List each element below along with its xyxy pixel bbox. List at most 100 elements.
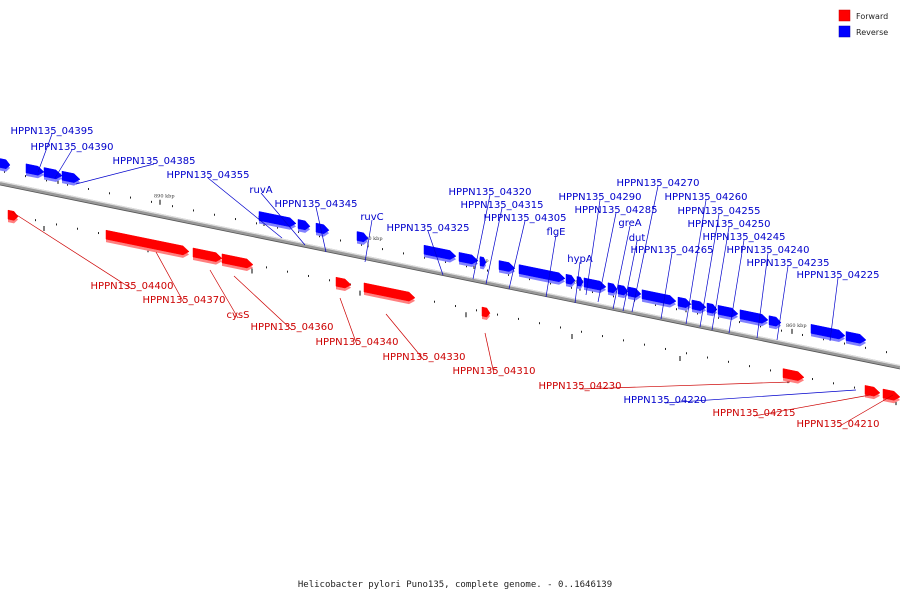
- gene-label[interactable]: HPPN135_04395: [11, 126, 94, 137]
- minor-tick: [770, 369, 771, 372]
- minor-tick: [298, 230, 299, 233]
- label-leader-line: [585, 199, 601, 296]
- label-leader-line: [622, 240, 638, 312]
- gene-label[interactable]: HPPN135_04255: [678, 206, 761, 217]
- reverse-gene-arrow[interactable]: [423, 244, 457, 260]
- gene-label[interactable]: HPPN135_04355: [167, 170, 250, 181]
- label-leader-line: [579, 381, 791, 390]
- forward-gene-arrow[interactable]: [363, 282, 416, 302]
- minor-tick: [886, 351, 887, 354]
- gene-label[interactable]: cysS: [227, 310, 250, 321]
- gene-label[interactable]: HPPN135_04210: [797, 419, 880, 430]
- reverse-gene-arrow[interactable]: [627, 286, 642, 298]
- gene-label[interactable]: HPPN135_04240: [727, 245, 810, 256]
- forward-gene-arrow[interactable]: [481, 306, 491, 318]
- gene-label[interactable]: flgE: [547, 227, 566, 238]
- reverse-gene-arrow[interactable]: [458, 252, 479, 265]
- label-leader-line: [574, 261, 581, 304]
- label-leader-line: [427, 230, 444, 276]
- forward-gene-arrow[interactable]: [192, 247, 223, 262]
- forward-gene-arrow[interactable]: [882, 388, 900, 401]
- forward-gene-arrow[interactable]: [335, 276, 352, 289]
- gene-label[interactable]: greA: [618, 218, 641, 229]
- reverse-gene-arrow[interactable]: [739, 309, 769, 324]
- gene-label[interactable]: ruvA: [249, 185, 272, 196]
- label-leader-line: [207, 177, 283, 239]
- gene-label[interactable]: HPPN135_04225: [797, 270, 880, 281]
- gene-label[interactable]: HPPN135_04390: [31, 142, 114, 153]
- reverse-gene-arrow[interactable]: [43, 167, 63, 180]
- gene-label[interactable]: ruvC: [360, 212, 383, 223]
- gene-label[interactable]: HPPN135_04260: [665, 192, 748, 203]
- forward-gene-arrow[interactable]: [221, 253, 254, 269]
- gene-label[interactable]: HPPN135_04270: [617, 178, 700, 189]
- reverse-gene-arrow[interactable]: [583, 277, 607, 291]
- gene-label[interactable]: HPPN135_04340: [316, 337, 399, 348]
- minor-tick: [56, 223, 57, 226]
- gene-label[interactable]: HPPN135_04370: [143, 295, 226, 306]
- gene-label[interactable]: HPPN135_04330: [383, 352, 466, 363]
- label-leader-line: [711, 226, 730, 331]
- forward-gene-arrow[interactable]: [105, 229, 190, 256]
- minor-tick: [697, 312, 698, 315]
- gene-label[interactable]: HPPN135_04345: [275, 199, 358, 210]
- gene-label[interactable]: HPPN135_04285: [575, 205, 658, 216]
- forward-gene-arrow[interactable]: [782, 368, 805, 381]
- minor-tick: [518, 317, 519, 320]
- minor-tick: [812, 378, 813, 381]
- gene-label[interactable]: HPPN135_04385: [113, 156, 196, 167]
- label-leader-line: [54, 149, 73, 179]
- minor-tick: [151, 200, 152, 203]
- gene-label[interactable]: HPPN135_04400: [91, 281, 174, 292]
- minor-tick: [487, 269, 488, 272]
- forward-gene-arrow[interactable]: [864, 385, 881, 397]
- reverse-gene-arrow[interactable]: [25, 163, 45, 176]
- gene-label[interactable]: HPPN135_04360: [251, 322, 334, 333]
- minor-tick: [25, 175, 26, 178]
- gene-label[interactable]: HPPN135_04325: [387, 223, 470, 234]
- label-leader-line: [837, 394, 894, 428]
- reverse-gene-arrow[interactable]: [479, 256, 487, 267]
- minor-tick: [172, 205, 173, 208]
- gene-label[interactable]: HPPN135_04245: [703, 232, 786, 243]
- gene-label[interactable]: HPPN135_04290: [559, 192, 642, 203]
- gene-label[interactable]: HPPN135_04235: [747, 258, 830, 269]
- reverse-gene-arrow[interactable]: [717, 304, 739, 318]
- gene-label[interactable]: HPPN135_04265: [631, 245, 714, 256]
- label-leader-line: [829, 277, 839, 342]
- reverse-gene-arrow[interactable]: [677, 296, 692, 308]
- label-leader-line: [315, 206, 327, 253]
- reverse-gene-arrow[interactable]: [315, 222, 330, 234]
- reverse-gene-arrow[interactable]: [607, 282, 618, 294]
- gene-label[interactable]: HPPN135_04215: [713, 408, 796, 419]
- gene-label[interactable]: HPPN135_04315: [461, 200, 544, 211]
- reverse-gene-arrow[interactable]: [810, 323, 846, 340]
- gene-label[interactable]: HPPN135_04305: [484, 213, 567, 224]
- reverse-gene-arrow[interactable]: [768, 315, 782, 327]
- reverse-gene-arrow[interactable]: [356, 231, 369, 243]
- reverse-gene-arrow[interactable]: [845, 331, 867, 344]
- gene-label[interactable]: hypA: [567, 254, 593, 265]
- reverse-gene-arrow[interactable]: [518, 264, 566, 283]
- gene-label[interactable]: HPPN135_04220: [624, 395, 707, 406]
- label-leader-line: [484, 332, 495, 375]
- label-leader-line: [753, 394, 871, 417]
- reverse-gene-arrow[interactable]: [0, 158, 11, 169]
- minor-tick: [728, 360, 729, 363]
- reverse-gene-arrow[interactable]: [61, 170, 81, 183]
- gene-label[interactable]: HPPN135_04250: [688, 219, 771, 230]
- reverse-gene-arrow[interactable]: [617, 284, 629, 296]
- gene-label[interactable]: dut: [629, 233, 646, 244]
- gene-label[interactable]: HPPN135_04230: [539, 381, 622, 392]
- forward-gene-arrow[interactable]: [7, 209, 19, 221]
- reverse-gene-arrow[interactable]: [297, 219, 311, 231]
- minor-tick: [98, 232, 99, 235]
- gene-label[interactable]: HPPN135_04310: [453, 366, 536, 377]
- legend-forward-label: Forward: [856, 12, 888, 21]
- reverse-gene-arrow[interactable]: [565, 273, 576, 285]
- gene-label[interactable]: HPPN135_04320: [449, 187, 532, 198]
- reverse-gene-arrow[interactable]: [498, 260, 516, 272]
- minor-tick: [77, 227, 78, 230]
- label-leaders: [11, 133, 894, 428]
